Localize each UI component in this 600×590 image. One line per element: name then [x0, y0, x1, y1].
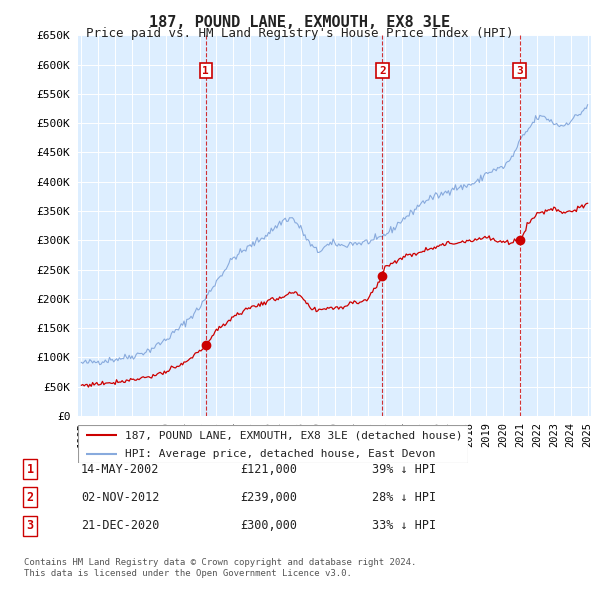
- Text: This data is licensed under the Open Government Licence v3.0.: This data is licensed under the Open Gov…: [24, 569, 352, 578]
- Text: 33% ↓ HPI: 33% ↓ HPI: [372, 519, 436, 532]
- Text: Contains HM Land Registry data © Crown copyright and database right 2024.: Contains HM Land Registry data © Crown c…: [24, 558, 416, 566]
- Text: 28% ↓ HPI: 28% ↓ HPI: [372, 491, 436, 504]
- Text: £300,000: £300,000: [240, 519, 297, 532]
- Text: 14-MAY-2002: 14-MAY-2002: [81, 463, 160, 476]
- Text: HPI: Average price, detached house, East Devon: HPI: Average price, detached house, East…: [125, 448, 436, 458]
- Text: 3: 3: [516, 65, 523, 76]
- Text: 3: 3: [26, 519, 34, 532]
- Text: 2: 2: [26, 491, 34, 504]
- Text: £239,000: £239,000: [240, 491, 297, 504]
- Text: 21-DEC-2020: 21-DEC-2020: [81, 519, 160, 532]
- Text: 39% ↓ HPI: 39% ↓ HPI: [372, 463, 436, 476]
- Text: 2: 2: [379, 65, 386, 76]
- Text: 187, POUND LANE, EXMOUTH, EX8 3LE: 187, POUND LANE, EXMOUTH, EX8 3LE: [149, 15, 451, 30]
- Text: 02-NOV-2012: 02-NOV-2012: [81, 491, 160, 504]
- Text: 187, POUND LANE, EXMOUTH, EX8 3LE (detached house): 187, POUND LANE, EXMOUTH, EX8 3LE (detac…: [125, 430, 463, 440]
- Text: £121,000: £121,000: [240, 463, 297, 476]
- Text: 1: 1: [202, 65, 209, 76]
- Text: 1: 1: [26, 463, 34, 476]
- Text: Price paid vs. HM Land Registry's House Price Index (HPI): Price paid vs. HM Land Registry's House …: [86, 27, 514, 40]
